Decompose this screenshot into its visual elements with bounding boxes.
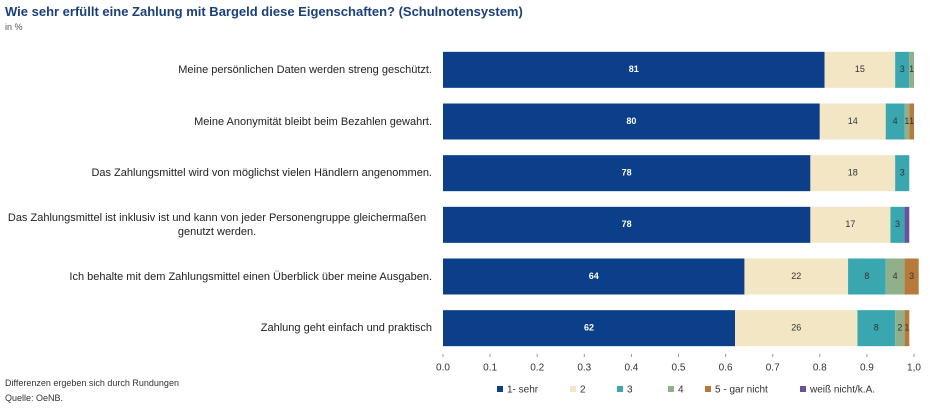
data-label: 22 <box>791 271 801 281</box>
data-label: 8 <box>864 271 869 281</box>
x-tick-label: 0.6 <box>719 363 733 374</box>
note: Differenzen ergeben sich durch Rundungen <box>5 378 179 388</box>
category-label: Das Zahlungsmittel wird von möglichst vi… <box>91 167 432 180</box>
data-label: 8 <box>874 323 879 333</box>
data-label: 1 <box>904 116 909 126</box>
bar-segment <box>904 103 910 140</box>
legend-label: weiß nicht/k.A. <box>809 385 875 396</box>
bar-segment <box>443 155 811 192</box>
bar-segment <box>443 103 820 140</box>
legend-swatch <box>570 386 576 392</box>
data-label: 26 <box>791 323 801 333</box>
data-label: 4 <box>893 116 898 126</box>
bar-segment <box>885 258 905 295</box>
x-tick-label: 1,0 <box>907 363 921 374</box>
category-label: Ich behalte mit dem Zahlungsmittel einen… <box>69 270 432 283</box>
bar-segment <box>895 155 910 192</box>
bar-segment <box>810 155 896 192</box>
data-label: 3 <box>900 64 905 74</box>
data-label: 2 <box>897 323 902 333</box>
x-tick-label: 0.3 <box>577 363 591 374</box>
bar-segment <box>810 206 891 243</box>
data-label: 80 <box>626 116 636 126</box>
bar-segment <box>443 258 745 295</box>
data-label: 64 <box>589 271 599 281</box>
legend-swatch <box>668 386 674 392</box>
x-tick-label: 0.5 <box>672 363 686 374</box>
data-label: 4 <box>893 271 898 281</box>
data-label: 15 <box>855 64 865 74</box>
x-tick-label: 0.2 <box>530 363 544 374</box>
data-label: 62 <box>584 323 594 333</box>
data-label: 1 <box>904 323 909 333</box>
bar-segment <box>857 310 896 347</box>
x-tick-label: 0.0 <box>436 363 450 374</box>
bar-segment <box>890 206 905 243</box>
x-tick-label: 0.7 <box>766 363 780 374</box>
legend-swatch <box>617 386 623 392</box>
bar-segment <box>909 103 914 140</box>
category-label: Meine persönlichen Daten werden streng g… <box>178 63 432 76</box>
bar-segment <box>904 310 910 347</box>
legend-label: 5 - gar nicht <box>715 385 768 396</box>
note: Quelle: OeNB. <box>5 393 64 403</box>
category-label: Das Zahlungsmittel ist inklusiv ist und … <box>7 211 427 238</box>
bar-segment <box>895 310 905 347</box>
bar-segment <box>848 258 886 295</box>
legend-swatch <box>705 386 711 392</box>
data-label: 78 <box>622 168 632 178</box>
data-label: 14 <box>848 116 858 126</box>
bar-segment <box>735 310 858 347</box>
bar-segment <box>909 51 914 88</box>
x-tick-label: 0.9 <box>860 363 874 374</box>
bar-segment <box>895 51 910 88</box>
data-label: 3 <box>895 219 900 229</box>
chart-title: Wie sehr erfüllt eine Zahlung mit Bargel… <box>5 4 523 19</box>
bar-segment <box>443 206 811 243</box>
category-label: Meine Anonymität bleibt beim Bezahlen ge… <box>194 115 432 128</box>
legend-label: 3 <box>627 385 633 396</box>
legend-label: 2 <box>580 385 586 396</box>
data-label: 3 <box>900 168 905 178</box>
legend-label: 4 <box>678 385 684 396</box>
subtitle: in % <box>5 22 23 32</box>
legend-swatch <box>497 386 503 392</box>
bar-segment <box>744 258 849 295</box>
x-tick-label: 0.4 <box>624 363 638 374</box>
data-label: 1 <box>909 116 914 126</box>
bar-segment <box>819 103 886 140</box>
data-label: 18 <box>848 168 858 178</box>
data-label: 78 <box>622 219 632 229</box>
x-tick-label: 0.1 <box>483 363 497 374</box>
legend-label: 1- sehr <box>507 385 539 396</box>
bar-segment <box>443 310 736 347</box>
bar-segment <box>904 258 919 295</box>
bar-segment <box>885 103 905 140</box>
data-label: 3 <box>909 271 914 281</box>
bar-segment <box>443 51 825 88</box>
x-tick-label: 0.8 <box>813 363 827 374</box>
bar-segment <box>824 51 896 88</box>
bar-segment <box>904 206 910 243</box>
data-label: 17 <box>845 219 855 229</box>
legend-swatch <box>800 386 806 392</box>
data-label: 1 <box>909 64 914 74</box>
data-label: 81 <box>629 64 639 74</box>
category-label: Zahlung geht einfach und praktisch <box>260 322 432 335</box>
